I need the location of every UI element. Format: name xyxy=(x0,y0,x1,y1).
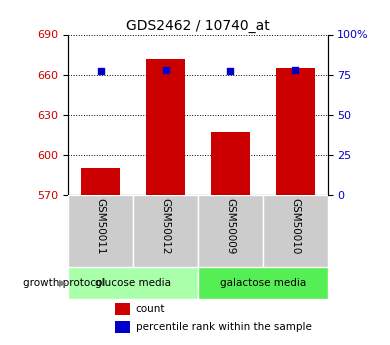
Text: GSM50010: GSM50010 xyxy=(290,198,300,255)
Bar xyxy=(211,132,250,195)
Bar xyxy=(115,321,131,333)
Bar xyxy=(263,195,328,267)
Point xyxy=(162,67,168,72)
Text: GSM50012: GSM50012 xyxy=(161,198,170,255)
Bar xyxy=(133,195,198,267)
Point xyxy=(98,69,104,74)
Bar xyxy=(115,303,131,315)
Text: GSM50011: GSM50011 xyxy=(96,198,106,255)
Text: galactose media: galactose media xyxy=(220,278,306,288)
Bar xyxy=(81,168,120,195)
Point xyxy=(227,69,234,74)
Bar xyxy=(68,267,198,299)
Bar xyxy=(198,267,328,299)
Bar xyxy=(146,59,185,195)
Text: GSM50009: GSM50009 xyxy=(225,198,235,255)
Text: ▶: ▶ xyxy=(59,278,67,288)
Bar xyxy=(198,195,263,267)
Bar xyxy=(276,68,315,195)
Title: GDS2462 / 10740_at: GDS2462 / 10740_at xyxy=(126,19,270,33)
Point xyxy=(292,67,298,72)
Text: growth protocol: growth protocol xyxy=(23,278,105,288)
Text: percentile rank within the sample: percentile rank within the sample xyxy=(136,322,312,332)
Bar xyxy=(68,195,133,267)
Text: glucose media: glucose media xyxy=(95,278,171,288)
Text: count: count xyxy=(136,304,165,314)
